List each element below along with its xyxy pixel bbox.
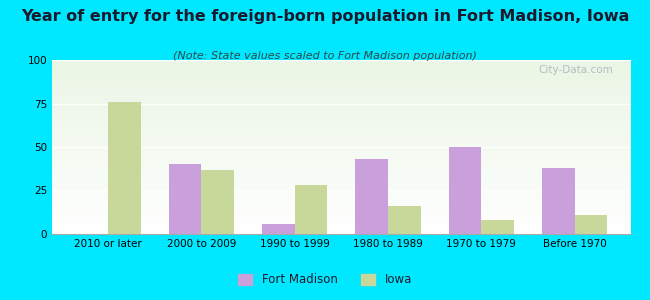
Legend: Fort Madison, Iowa: Fort Madison, Iowa [233, 269, 417, 291]
Bar [168, 164, 202, 234]
Text: Year of entry for the foreign-born population in Fort Madison, Iowa: Year of entry for the foreign-born popul… [21, 9, 629, 24]
Bar [542, 168, 575, 234]
Bar [388, 206, 421, 234]
Text: City-Data.com: City-Data.com [538, 65, 613, 75]
Bar [202, 169, 234, 234]
Bar [356, 159, 388, 234]
Bar [575, 215, 607, 234]
Bar [294, 185, 327, 234]
Bar [262, 224, 294, 234]
Bar [481, 220, 514, 234]
Text: (Note: State values scaled to Fort Madison population): (Note: State values scaled to Fort Madis… [173, 51, 477, 61]
Bar [448, 147, 481, 234]
Bar [108, 102, 140, 234]
